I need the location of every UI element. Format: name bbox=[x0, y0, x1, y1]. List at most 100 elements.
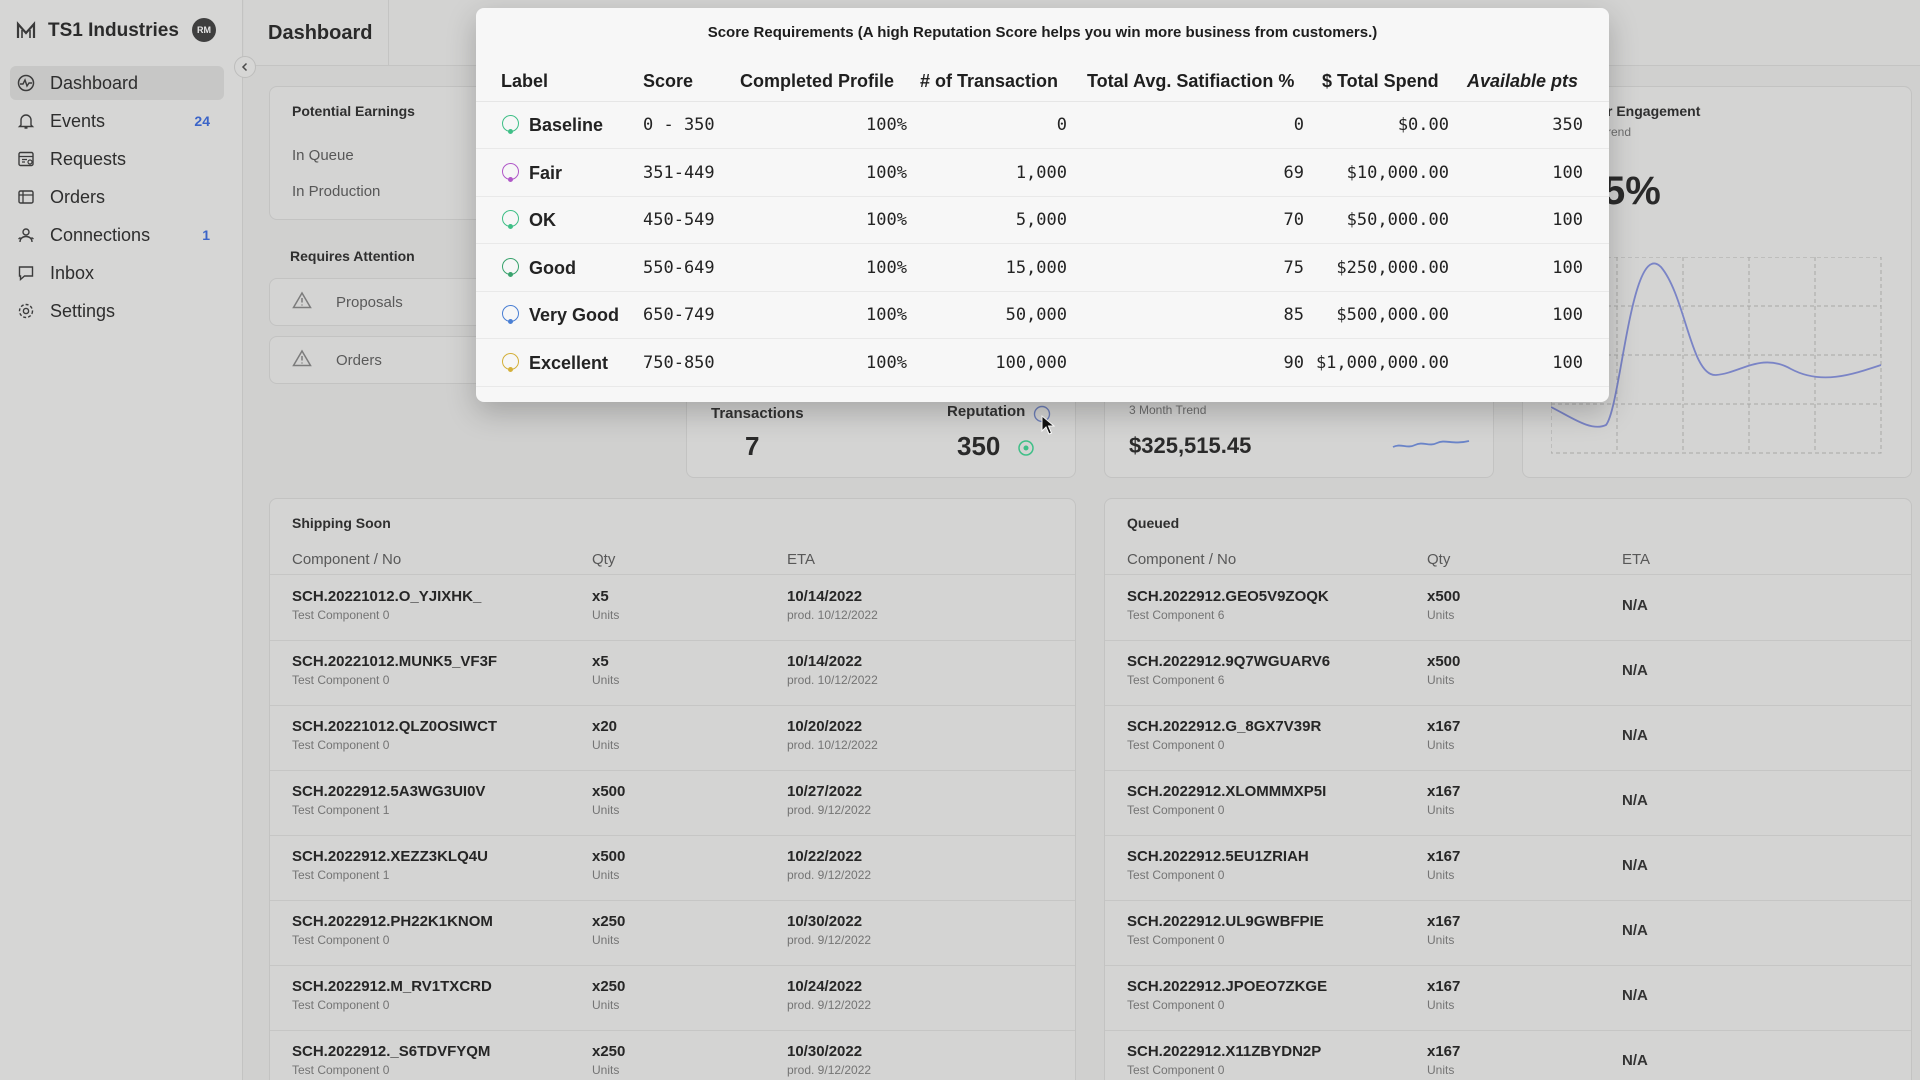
sidebar-item-connections[interactable]: Connections 1 bbox=[10, 218, 224, 252]
table-row[interactable]: SCH.2022912.JPOEO7ZKGE Test Component 0 x1… bbox=[1105, 966, 1911, 1031]
events-count-badge: 24 bbox=[194, 113, 210, 129]
production-date: prod. 9/12/2022 bbox=[787, 868, 872, 882]
qty-unit: Units bbox=[592, 868, 620, 882]
column-header: Total Avg. Satifiaction % bbox=[1087, 71, 1295, 91]
level-transactions: 5,000 bbox=[1015, 210, 1067, 230]
brand[interactable]: TS1 Industries RM bbox=[16, 18, 216, 42]
score-level-row: Very Good 650-749 100% 50,000 85 $500,000.00 1… bbox=[476, 292, 1609, 339]
component-cell: SCH.2022912.G_8GX7V39R Test Component 0 bbox=[1127, 718, 1321, 752]
table-row[interactable]: SCH.2022912.9Q7WGUARV6 Test Component 6 x5… bbox=[1105, 641, 1911, 706]
column-header[interactable]: Component / No bbox=[292, 551, 402, 568]
component-cell: SCH.20221012.QLZ0OSIWCT Test Component 0 bbox=[292, 718, 497, 752]
eta-value: N/A bbox=[1622, 662, 1648, 679]
collapse-sidebar-button[interactable] bbox=[234, 56, 256, 78]
qty-value: x20 bbox=[592, 718, 618, 735]
component-cell: SCH.20221012.MUNK5_VF3F Test Component 0 bbox=[292, 653, 497, 687]
column-header[interactable]: Qty bbox=[1427, 551, 1451, 568]
column-header: # of Transaction bbox=[920, 71, 1059, 91]
level-spend: $0.00 bbox=[1397, 115, 1449, 135]
component-name: Test Component 0 bbox=[292, 933, 390, 947]
table-row[interactable]: SCH.2022912.XLOMMMXP5I Test Component 0 x1… bbox=[1105, 771, 1911, 836]
sidebar-item-orders[interactable]: Orders bbox=[10, 180, 224, 214]
qty-cell: x167 Units bbox=[1427, 1043, 1460, 1077]
component-cell: SCH.2022912.UL9GWBFPIE Test Component 0 bbox=[1127, 913, 1324, 947]
orders-icon bbox=[16, 187, 36, 207]
production-date: prod. 10/12/2022 bbox=[787, 608, 878, 622]
table-row[interactable]: SCH.2022912._S6TDVFYQM Test Component 0 x2… bbox=[270, 1031, 1075, 1080]
table-row[interactable]: SCH.2022912.PH22K1KNOM Test Component 0 x2… bbox=[270, 901, 1075, 966]
table-row[interactable]: SCH.2022912.XEZZ3KLQ4U Test Component 1 x5… bbox=[270, 836, 1075, 901]
requests-icon bbox=[16, 149, 36, 169]
sidebar-item-requests[interactable]: Requests bbox=[10, 142, 224, 176]
column-header[interactable]: ETA bbox=[1622, 551, 1651, 568]
column-header[interactable]: Qty bbox=[592, 551, 616, 568]
sidebar-item-label: Dashboard bbox=[50, 72, 139, 93]
qty-unit: Units bbox=[592, 608, 620, 622]
score-level-row: Excellent 750-850 100% 100,000 90 $1,000,000.… bbox=[476, 340, 1609, 387]
table-row[interactable]: SCH.2022912.M_RV1TXCRD Test Component 0 x2… bbox=[270, 966, 1075, 1031]
level-transactions: 1,000 bbox=[1015, 162, 1067, 183]
sidebar-item-label: Events bbox=[50, 110, 106, 131]
qty-unit: Units bbox=[1427, 933, 1455, 947]
bell-icon bbox=[16, 111, 36, 131]
eta-date: 10/24/2022 bbox=[787, 978, 863, 995]
level-badge-icon bbox=[502, 115, 519, 134]
table-row[interactable]: SCH.2022912.G_8GX7V39R Test Component 0 x1… bbox=[1105, 706, 1911, 771]
page-title: Dashboard bbox=[268, 22, 373, 44]
production-date: prod. 10/12/2022 bbox=[787, 673, 878, 687]
level-transactions: 0 bbox=[1056, 115, 1067, 135]
component-cell: SCH.2022912.JPOEO7ZKGE Test Component 0 bbox=[1127, 978, 1327, 1012]
table-row[interactable]: SCH.2022912.GEO5V9ZOQK Test Component 6 x5… bbox=[1105, 576, 1911, 641]
component-number: SCH.20221012.O_YJIXHK_ bbox=[292, 588, 482, 605]
qty-cell: x500 Units bbox=[592, 783, 625, 817]
sidebar-item-settings[interactable]: Settings bbox=[10, 294, 224, 328]
table-row[interactable]: SCH.2022912.5EU1ZRIAH Test Component 0 x16… bbox=[1105, 836, 1911, 901]
qty-cell: x167 Units bbox=[1427, 978, 1460, 1012]
sidebar: TS1 Industries RM Dashboard Events 24 Re… bbox=[0, 0, 243, 1080]
table-row[interactable]: SCH.20221012.QLZ0OSIWCT Test Component 0 x… bbox=[270, 706, 1075, 771]
qty-cell: x167 Units bbox=[1427, 848, 1460, 882]
level-score: 750-850 bbox=[643, 352, 715, 373]
component-number: SCH.2022912.JPOEO7ZKGE bbox=[1127, 978, 1328, 995]
component-name: Test Component 1 bbox=[292, 868, 390, 882]
sidebar-item-inbox[interactable]: Inbox bbox=[10, 256, 224, 290]
component-name: Test Component 1 bbox=[292, 803, 390, 817]
transactions-label: Transactions bbox=[711, 405, 804, 422]
component-number: SCH.20221012.MUNK5_VF3F bbox=[292, 653, 498, 670]
level-badge-dot bbox=[508, 366, 513, 372]
level-spend: $50,000.00 bbox=[1346, 210, 1449, 230]
table-row[interactable]: SCH.2022912.5A3WG3UI0V Test Component 1 x5… bbox=[270, 771, 1075, 836]
chevron-left-icon bbox=[241, 62, 248, 72]
level-badge-icon bbox=[502, 257, 519, 277]
level-spend: $500,000.00 bbox=[1336, 305, 1449, 325]
level-label: Very Good bbox=[529, 305, 620, 325]
level-profile: 100% bbox=[866, 352, 907, 373]
queued-table: Queued Component / No Qty ETA SCH.202291… bbox=[1104, 498, 1912, 1080]
component-cell: SCH.2022912.M_RV1TXCRD Test Component 0 bbox=[292, 978, 492, 1012]
column-header: Score bbox=[643, 71, 694, 91]
qty-unit: Units bbox=[1427, 868, 1455, 882]
eta-value: N/A bbox=[1622, 792, 1648, 809]
sidebar-item-events[interactable]: Events 24 bbox=[10, 104, 224, 138]
level-profile: 100% bbox=[866, 210, 907, 230]
table-row[interactable]: SCH.20221012.MUNK5_VF3F Test Component 0 x… bbox=[270, 641, 1075, 706]
component-cell: SCH.20221012.O_YJIXHK_ Test Component 0 bbox=[292, 588, 481, 622]
qty-unit: Units bbox=[1427, 738, 1455, 752]
column-header[interactable]: ETA bbox=[787, 551, 816, 568]
column-header[interactable]: Component / No bbox=[1127, 551, 1237, 568]
qty-unit: Units bbox=[592, 803, 620, 817]
production-date: prod. 9/12/2022 bbox=[787, 803, 872, 817]
table-row[interactable]: SCH.20221012.O_YJIXHK_ Test Component 0 x5… bbox=[270, 576, 1075, 641]
table-row[interactable]: SCH.2022912.UL9GWBFPIE Test Component 0 x1… bbox=[1105, 901, 1911, 966]
column-header: Available pts bbox=[1467, 71, 1579, 91]
level-badge-dot bbox=[508, 319, 513, 324]
component-cell: SCH.2022912.X11ZBYDN2P Test Component 0 bbox=[1127, 1043, 1321, 1077]
production-date: prod. 9/12/2022 bbox=[787, 1063, 872, 1077]
qty-value: x250 bbox=[592, 913, 626, 930]
sidebar-item-dashboard[interactable]: Dashboard bbox=[10, 66, 224, 100]
in-production-label: In Production bbox=[292, 183, 381, 200]
avatar[interactable]: RM bbox=[192, 18, 216, 42]
table-row[interactable]: SCH.2022912.X11ZBYDN2P Test Component 0 x1… bbox=[1105, 1031, 1911, 1080]
level-label: Excellent bbox=[529, 352, 609, 373]
eta-cell: 10/30/2022 prod. 9/12/2022 bbox=[787, 913, 871, 947]
